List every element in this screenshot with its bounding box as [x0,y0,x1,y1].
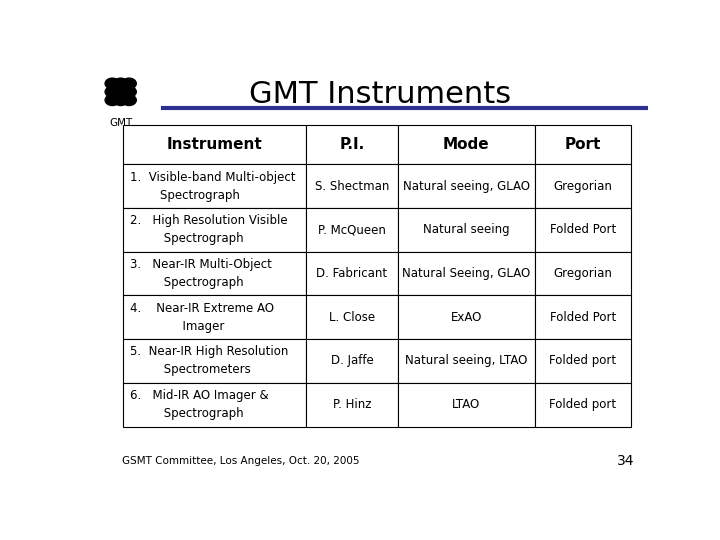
Text: GSMT Committee, Los Angeles, Oct. 20, 2005: GSMT Committee, Los Angeles, Oct. 20, 20… [122,456,359,465]
Text: GMT: GMT [109,118,132,128]
Circle shape [122,78,136,89]
Bar [124,164,306,208]
Bar [124,208,306,252]
Text: Folded Port: Folded Port [550,310,616,324]
Circle shape [114,94,128,105]
Bar [535,208,631,252]
Bar [397,383,535,427]
Bar [124,295,306,339]
Text: L. Close: L. Close [329,310,375,324]
Bar [397,295,535,339]
Text: P. McQueen: P. McQueen [318,224,386,237]
Text: D. Jaffe: D. Jaffe [330,354,374,368]
Bar [306,164,397,208]
Text: ExAO: ExAO [451,310,482,324]
Text: D. Fabricant: D. Fabricant [316,267,387,280]
Text: 2.   High Resolution Visible
         Spectrograph: 2. High Resolution Visible Spectrograph [130,214,288,245]
Circle shape [105,94,120,105]
Bar [397,339,535,383]
Text: Mode: Mode [443,137,490,152]
Bar [306,339,397,383]
Text: 6.   Mid-IR AO Imager &
         Spectrograph: 6. Mid-IR AO Imager & Spectrograph [130,389,269,420]
Bar [397,164,535,208]
Text: P. Hinz: P. Hinz [333,398,372,411]
Text: Natural Seeing, GLAO: Natural Seeing, GLAO [402,267,531,280]
Text: 4.    Near-IR Extreme AO
              Imager: 4. Near-IR Extreme AO Imager [130,302,274,333]
Bar [124,383,306,427]
Text: 3.   Near-IR Multi-Object
         Spectrograph: 3. Near-IR Multi-Object Spectrograph [130,258,272,289]
Circle shape [114,86,128,97]
Text: Folded Port: Folded Port [550,224,616,237]
Text: 1.  Visible-band Multi-object
        Spectrograph: 1. Visible-band Multi-object Spectrograp… [130,171,296,201]
Bar [306,208,397,252]
Text: S. Shectman: S. Shectman [315,180,390,193]
Text: Instrument: Instrument [167,137,263,152]
Circle shape [105,86,120,97]
Bar [535,339,631,383]
Text: GMT Instruments: GMT Instruments [249,80,511,109]
Bar [306,252,397,295]
Text: Natural seeing, GLAO: Natural seeing, GLAO [402,180,530,193]
Bar [397,125,535,164]
Text: 34: 34 [617,454,634,468]
Bar [124,252,306,295]
Bar [535,383,631,427]
Bar [124,339,306,383]
Text: Port: Port [564,137,601,152]
Circle shape [114,78,128,89]
Text: LTAO: LTAO [452,398,480,411]
Circle shape [122,94,136,105]
Text: 5.  Near-IR High Resolution
         Spectrometers: 5. Near-IR High Resolution Spectrometers [130,346,289,376]
Text: P.I.: P.I. [339,137,364,152]
Bar [306,125,397,164]
Text: Folded port: Folded port [549,398,616,411]
Bar [535,295,631,339]
Text: Gregorian: Gregorian [554,180,613,193]
Circle shape [105,78,120,89]
Bar [397,252,535,295]
Text: Natural seeing: Natural seeing [423,224,510,237]
Circle shape [122,86,136,97]
Bar [535,252,631,295]
Text: Natural seeing, LTAO: Natural seeing, LTAO [405,354,528,368]
Bar [535,164,631,208]
Text: Folded port: Folded port [549,354,616,368]
Bar [397,208,535,252]
Bar [306,295,397,339]
Bar [535,125,631,164]
Text: Gregorian: Gregorian [554,267,613,280]
Bar [306,383,397,427]
Bar [124,125,306,164]
